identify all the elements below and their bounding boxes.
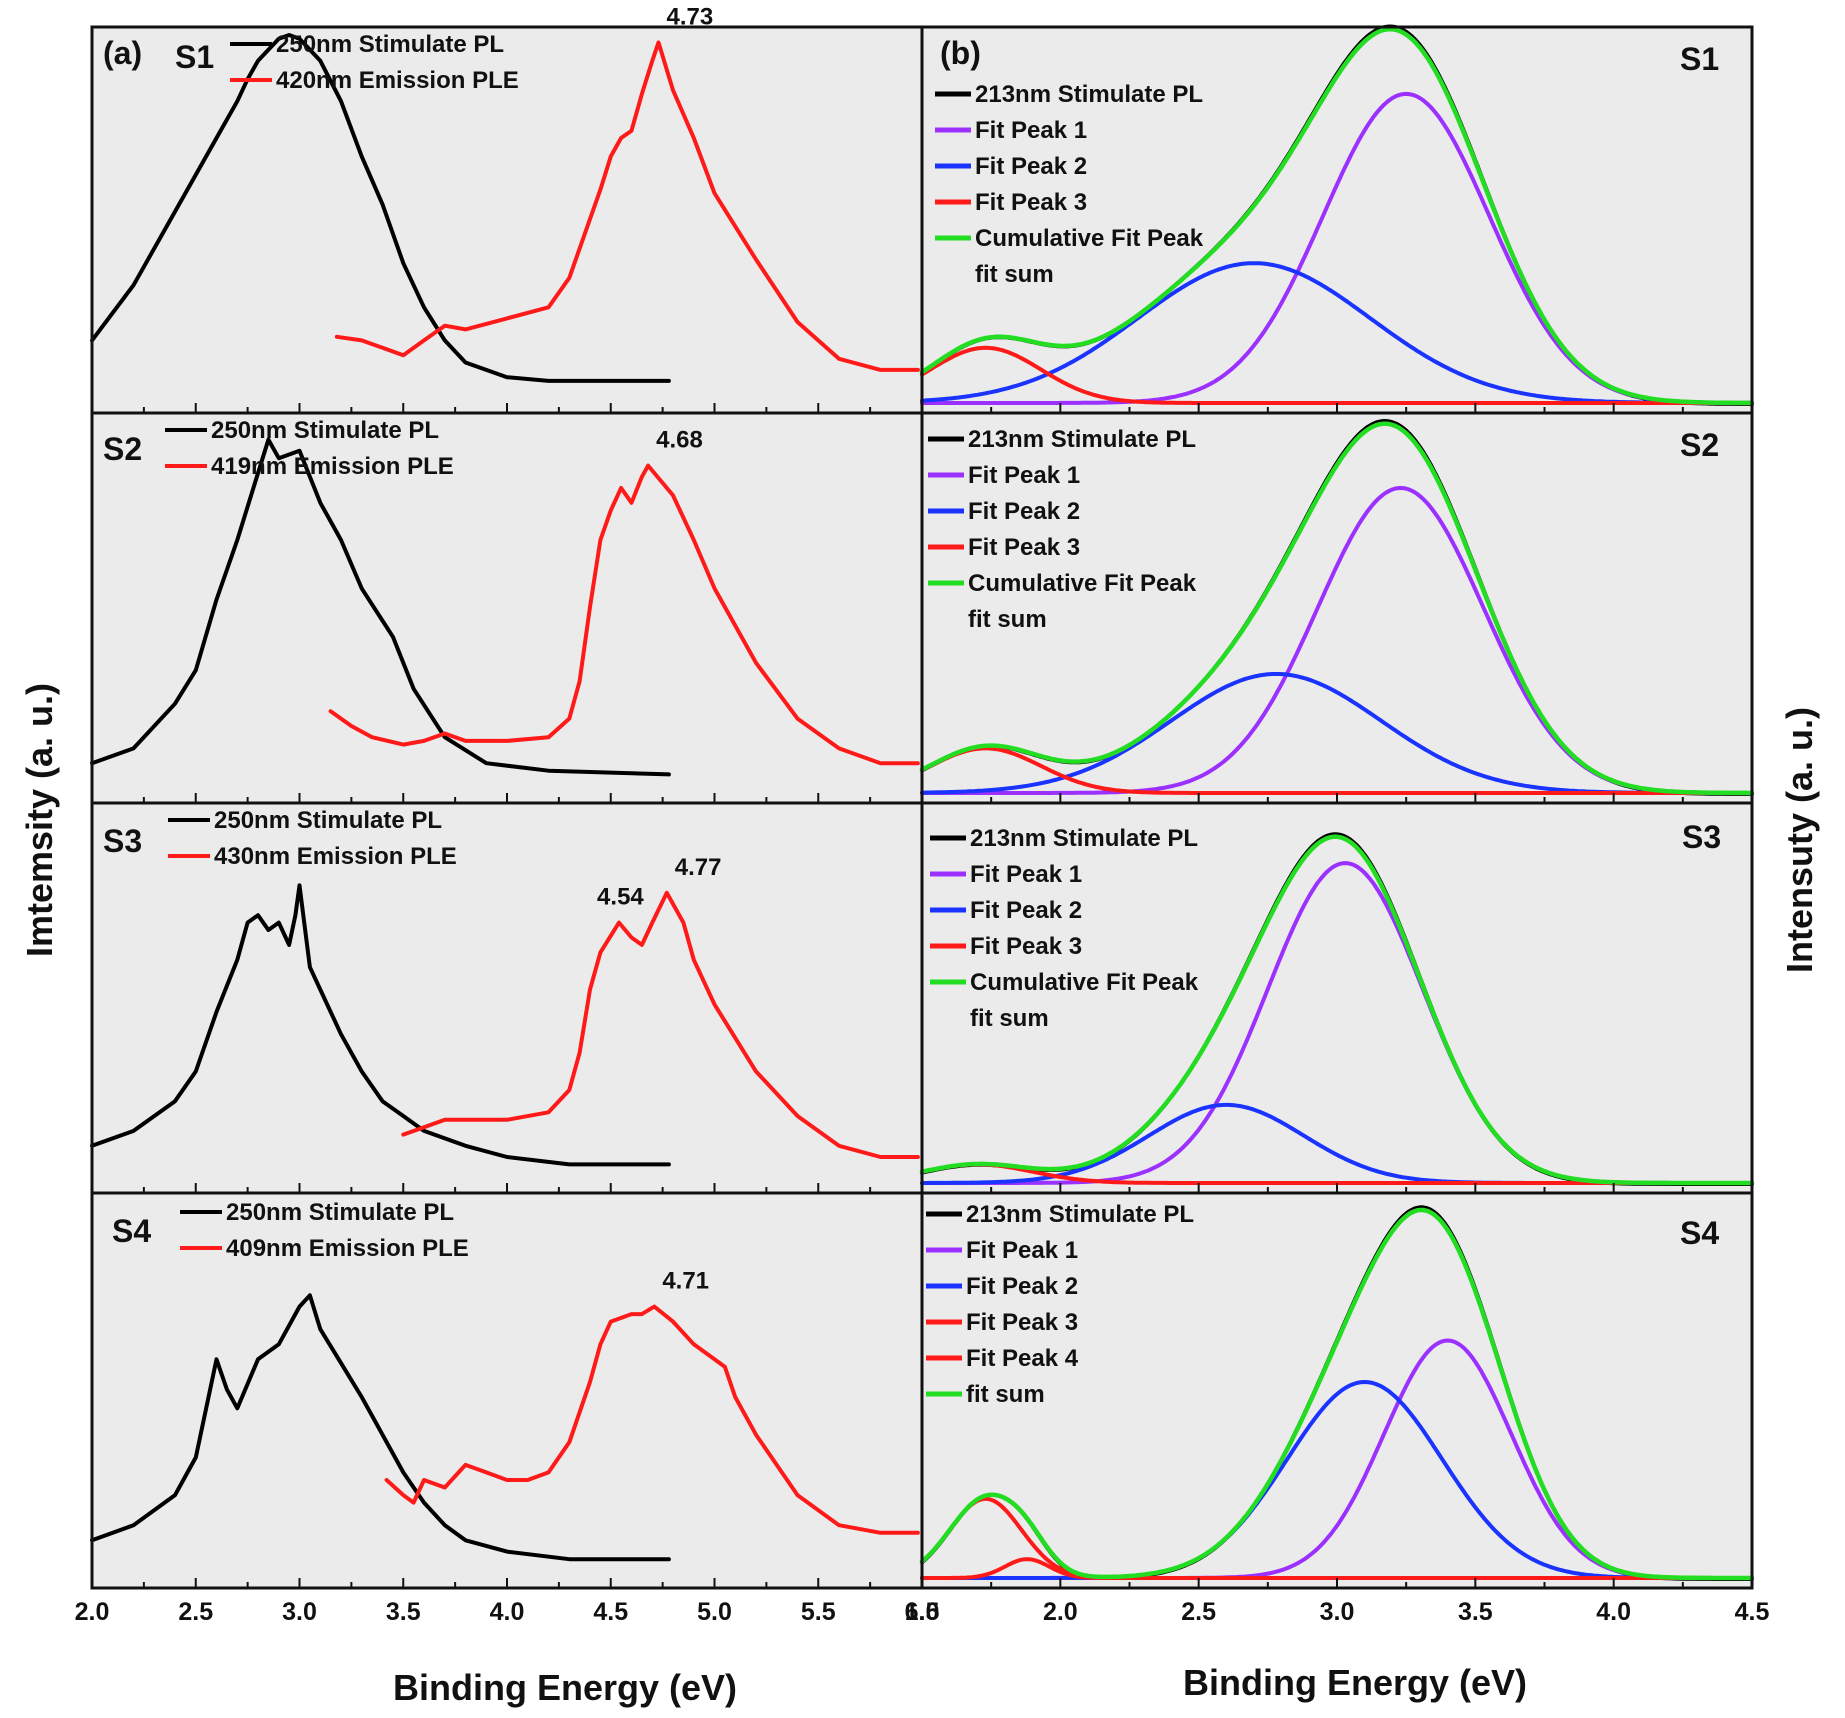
legend-label-b-S3-6: fit sum <box>970 1005 1049 1032</box>
x-tick-label-a: 4.5 <box>593 1598 628 1626</box>
legend-label-b-S2-2: Fit Peak 1 <box>968 462 1080 489</box>
x-tick-label-b: 2.0 <box>1043 1598 1078 1626</box>
legend-label-b-S4-2: Fit Peak 1 <box>966 1237 1078 1264</box>
panel-label-b: (b) <box>940 35 981 71</box>
legend-label-b-S1-6: fit sum <box>975 261 1054 288</box>
sample-label-a-S2: S2 <box>103 431 142 467</box>
sample-label-a-S3: S3 <box>103 823 142 859</box>
legend-label-b-S4-1: 213nm Stimulate PL <box>966 1201 1194 1228</box>
sample-label-b-S3: S3 <box>1682 819 1721 855</box>
series-line-pl-S4 <box>90 1293 671 1562</box>
legend-label-b-S2-3: Fit Peak 2 <box>968 498 1080 525</box>
x-tick-label-b: 3.0 <box>1320 1598 1355 1626</box>
series-line-pl-S2 <box>90 437 671 777</box>
legend-label-b-S1-4: Fit Peak 3 <box>975 189 1087 216</box>
left-x-axis-title: Binding Energy (eV) <box>393 1667 737 1708</box>
legend-label-S3-1: 250nm Stimulate PL <box>214 807 442 834</box>
x-tick-label-a: 6.0 <box>905 1598 940 1626</box>
peak-annotation-S4-1: 4.71 <box>662 1268 709 1295</box>
right-y-axis-title: Intensuty (a. u.) <box>1779 707 1820 973</box>
plot-background-a-S4 <box>92 1193 922 1588</box>
legend-label-b-S2-4: Fit Peak 3 <box>968 534 1080 561</box>
legend-label-b-S1-5: Cumulative Fit Peak <box>975 225 1204 252</box>
series-line-pl-S3 <box>90 883 671 1167</box>
series-line-ple-S4 <box>384 1304 920 1535</box>
legend-label-b-S4-3: Fit Peak 2 <box>966 1273 1078 1300</box>
fit-sum-line-S3 <box>919 834 1755 1186</box>
x-tick-label-b: 4.5 <box>1735 1598 1770 1626</box>
legend-label-S4-2: 409nm Emission PLE <box>226 1235 469 1262</box>
text-layer: (a) (b) Binding Energy (eV) Binding Ener… <box>19 3 1820 1708</box>
sample-label-b-S1: S1 <box>1680 41 1719 77</box>
panel-label-a: (a) <box>103 35 142 71</box>
legend-label-b-S3-5: Cumulative Fit Peak <box>970 969 1199 996</box>
legend-label-b-S3-3: Fit Peak 2 <box>970 897 1082 924</box>
frame-layer <box>90 25 1754 1590</box>
plot-background-b-S1 <box>922 27 1752 413</box>
plot-background-b-S3 <box>922 803 1752 1193</box>
sample-label-a-S1: S1 <box>175 39 214 75</box>
sample-label-b-S4: S4 <box>1680 1215 1719 1251</box>
plot-background-a-S3 <box>92 803 922 1193</box>
x-tick-label-a: 2.5 <box>178 1598 213 1626</box>
x-tick-label-b: 4.0 <box>1596 1598 1631 1626</box>
peak-annotation-S1-1: 4.73 <box>666 3 713 30</box>
x-tick-label-a: 3.0 <box>282 1598 317 1626</box>
sample-label-a-S4: S4 <box>112 1213 151 1249</box>
legend-label-b-S4-5: Fit Peak 4 <box>966 1345 1079 1372</box>
left-y-axis-title: Imtemsity (a. u.) <box>19 683 60 957</box>
plot-background-b-S2 <box>922 413 1752 803</box>
legend-label-b-S2-1: 213nm Stimulate PL <box>968 426 1196 453</box>
legend-label-b-S3-2: Fit Peak 1 <box>970 861 1082 888</box>
fit-sum-line-S4 <box>919 1207 1755 1581</box>
legend-label-S1-1: 250nm Stimulate PL <box>276 31 504 58</box>
fit-sum-line-S2 <box>919 421 1755 796</box>
plot-background-a-S2 <box>92 413 922 803</box>
plots-layer <box>90 24 1755 1588</box>
series-line-ple-S1 <box>334 40 920 372</box>
x-tick-label-a: 5.0 <box>697 1598 732 1626</box>
legend-label-S2-2: 419nm Emission PLE <box>211 453 454 480</box>
series-line-pl-S1 <box>90 33 671 383</box>
peak-annotation-S3-1: 4.54 <box>597 884 644 911</box>
plot-background-a-S1 <box>92 27 922 413</box>
legend-label-b-S3-1: 213nm Stimulate PL <box>970 825 1198 852</box>
legend-label-S1-2: 420nm Emission PLE <box>276 67 519 94</box>
right-x-axis-title: Binding Energy (eV) <box>1183 1662 1527 1703</box>
legend-label-S4-1: 250nm Stimulate PL <box>226 1199 454 1226</box>
x-tick-label-a: 2.0 <box>75 1598 110 1626</box>
peak-annotation-S3-2: 4.77 <box>675 854 722 881</box>
x-tick-label-b: 1.5 <box>905 1598 940 1626</box>
legend-label-b-S3-4: Fit Peak 3 <box>970 933 1082 960</box>
sample-label-b-S2: S2 <box>1680 427 1719 463</box>
x-tick-label-b: 3.5 <box>1458 1598 1493 1626</box>
legend-label-b-S1-2: Fit Peak 1 <box>975 117 1087 144</box>
legend-label-b-S2-6: fit sum <box>968 606 1047 633</box>
legend-label-b-S4-4: Fit Peak 3 <box>966 1309 1078 1336</box>
series-line-ple-S2 <box>328 463 920 766</box>
legend-label-b-S2-5: Cumulative Fit Peak <box>968 570 1197 597</box>
x-tick-label-b: 2.5 <box>1181 1598 1216 1626</box>
peak-annotation-S2-1: 4.68 <box>656 427 703 454</box>
x-tick-label-a: 5.5 <box>801 1598 836 1626</box>
fit-sum-line-S1 <box>919 26 1755 406</box>
x-tick-label-a: 4.0 <box>490 1598 525 1626</box>
legend-label-S2-1: 250nm Stimulate PL <box>211 417 439 444</box>
legend-label-b-S1-1: 213nm Stimulate PL <box>975 81 1203 108</box>
x-tick-label-a: 3.5 <box>386 1598 421 1626</box>
legend-label-b-S4-6: fit sum <box>966 1381 1045 1408</box>
series-line-ple-S3 <box>401 890 920 1159</box>
legend-label-S3-2: 430nm Emission PLE <box>214 843 457 870</box>
legend-label-b-S1-3: Fit Peak 2 <box>975 153 1087 180</box>
